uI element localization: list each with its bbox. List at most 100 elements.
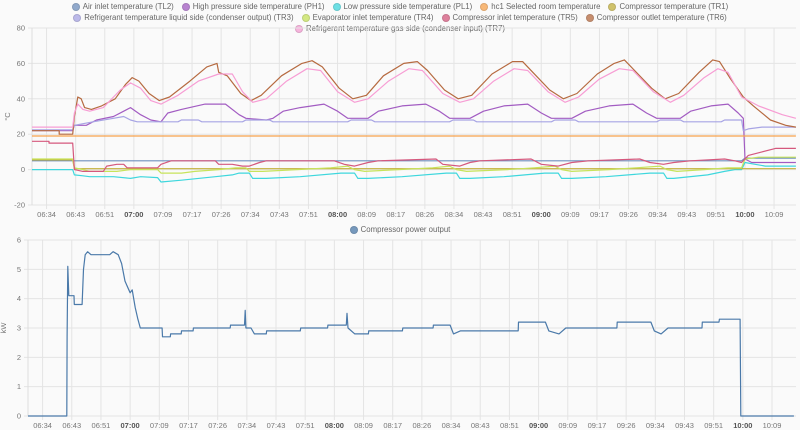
x-tick-label: 10:09 <box>763 421 782 430</box>
x-tick-label: 09:34 <box>648 210 667 219</box>
legend-item-refrigerant-temperature-liquid-side-condenser-output-tr3[interactable]: Refrigerant temperature liquid side (con… <box>73 13 294 23</box>
x-tick-label: 08:09 <box>354 421 373 430</box>
x-tick-label: 06:43 <box>66 210 85 219</box>
series-line-evaporator-inlet-temperature-tr4[interactable] <box>32 156 796 174</box>
x-tick-label: 09:17 <box>590 210 609 219</box>
series-line-compressor-power-output[interactable] <box>28 251 794 417</box>
y-tick-label: 60 <box>17 59 25 68</box>
legend-top-row-1: Air inlet temperature (TL2) High pressure… <box>0 2 800 12</box>
legend-label: hc1 Selected room temperature <box>491 2 601 11</box>
legend-item-compressor-inlet-temperature-tr5[interactable]: Compressor inlet temperature (TR5) <box>441 13 578 23</box>
y-tick-label: 6 <box>17 236 21 245</box>
legend-label: Compressor temperature (TR1) <box>619 2 729 11</box>
legend-dot-icon <box>349 226 358 234</box>
x-tick-label: 09:09 <box>561 210 580 219</box>
x-tick-label: 09:26 <box>619 210 638 219</box>
series-line-high-pressure-side-temperature-ph1[interactable] <box>32 103 796 164</box>
legend-dot-icon <box>295 25 304 33</box>
legend-bottom: Compressor power output <box>0 225 800 235</box>
y-tick-label: 40 <box>17 94 25 103</box>
legend-item-evaporator-inlet-temperature-tr4[interactable]: Evaporator inlet temperature (TR4) <box>301 13 434 23</box>
x-tick-label: 07:09 <box>154 210 173 219</box>
y-tick-label: -20 <box>14 201 25 210</box>
x-tick-label: 09:17 <box>588 421 607 430</box>
legend-item-compressor-temperature-tr1[interactable]: Compressor temperature (TR1) <box>608 2 728 12</box>
x-tick-label: 09:51 <box>706 210 725 219</box>
legend-item-hc1-selected-room-temperature[interactable]: hc1 Selected room temperature <box>480 2 600 12</box>
legend-dot-icon <box>301 14 310 22</box>
x-tick-label: 09:26 <box>617 421 636 430</box>
x-tick-label: 07:17 <box>179 421 198 430</box>
x-tick-label: 08:51 <box>503 210 522 219</box>
x-tick-label: 06:51 <box>95 210 114 219</box>
y-tick-label: 0 <box>21 165 25 174</box>
y-tick-label: 80 <box>17 24 25 33</box>
y-axis-label: °C <box>3 112 12 121</box>
legend-dot-icon <box>608 3 617 11</box>
legend-item-compressor-outlet-temperature-tr6[interactable]: Compressor outlet temperature (TR6) <box>585 13 727 23</box>
x-tick-label: 08:43 <box>471 421 490 430</box>
legend-item-compressor-power-output[interactable]: Compressor power output <box>349 225 451 235</box>
x-tick-label: 07:51 <box>296 421 315 430</box>
x-tick-label: 06:34 <box>37 210 56 219</box>
x-tick-label: 08:51 <box>500 421 519 430</box>
legend-label: Air inlet temperature (TL2) <box>82 2 174 11</box>
x-tick-label: 09:00 <box>529 421 548 430</box>
legend-item-low-pressure-side-temperature-pl1[interactable]: Low pressure side temperature (PL1) <box>332 2 473 12</box>
x-tick-label: 09:09 <box>558 421 577 430</box>
x-tick-label: 08:09 <box>357 210 376 219</box>
series-line-refrigerant-temperature-gas-side-condenser-input-tr7[interactable] <box>32 68 797 128</box>
x-tick-label: 07:00 <box>124 210 143 219</box>
temperature-chart: 80 60 40 20 0 -20 °C 06:34 06:43 06:51 07:00 07:09 0… <box>3 24 797 219</box>
x-tick-label: 06:43 <box>62 421 81 430</box>
legend-dot-icon <box>480 3 489 11</box>
x-tick-label: 07:17 <box>183 210 202 219</box>
x-tick-label: 08:34 <box>442 421 461 430</box>
x-tick-label: 06:34 <box>33 421 52 430</box>
legend-dot-icon <box>585 14 594 22</box>
legend-dot-icon <box>441 14 450 22</box>
x-tick-label: 07:00 <box>121 421 140 430</box>
legend-label: Evaporator inlet temperature (TR4) <box>312 13 434 22</box>
series-line-refrigerant-temperature-liquid-side-condenser-output-tr3[interactable] <box>32 115 796 132</box>
x-tick-label: 08:43 <box>474 210 493 219</box>
legend-dot-icon <box>73 14 82 22</box>
y-tick-label: 0 <box>17 412 21 421</box>
legend-label: Compressor inlet temperature (TR5) <box>452 13 578 22</box>
y-tick-label: 5 <box>17 265 21 274</box>
x-tick-label: 07:34 <box>237 421 256 430</box>
x-tick-label: 09:00 <box>532 210 551 219</box>
y-tick-label: 2 <box>17 353 21 362</box>
x-tick-label: 07:26 <box>212 210 231 219</box>
x-tick-label: 07:34 <box>241 210 260 219</box>
legend-label: Low pressure side temperature (PL1) <box>343 2 473 11</box>
x-tick-label: 08:00 <box>325 421 344 430</box>
x-tick-label: 06:51 <box>92 421 111 430</box>
legend-item-high-pressure-side-temperature-ph1[interactable]: High pressure side temperature (PH1) <box>181 2 325 12</box>
x-tick-label: 08:26 <box>415 210 434 219</box>
x-tick-label: 07:43 <box>267 421 286 430</box>
legend-dot-icon <box>181 3 190 11</box>
series-line-compressor-inlet-temperature-tr5[interactable] <box>32 140 796 172</box>
x-tick-label: 07:43 <box>270 210 289 219</box>
y-tick-label: 20 <box>17 130 25 139</box>
legend-dot-icon <box>332 3 341 11</box>
legend-label: Compressor outlet temperature (TR6) <box>596 13 727 22</box>
x-tick-label: 09:43 <box>677 210 696 219</box>
x-tick-label: 08:34 <box>445 210 464 219</box>
x-tick-label: 08:26 <box>413 421 432 430</box>
y-tick-label: 3 <box>17 324 21 333</box>
legend-label: High pressure side temperature (PH1) <box>192 2 325 11</box>
y-axis-label: kW <box>0 322 8 334</box>
y-tick-label: 4 <box>17 294 21 303</box>
y-tick-label: 1 <box>17 382 21 391</box>
x-tick-label: 10:00 <box>735 210 754 219</box>
legend-dot-icon <box>71 3 80 11</box>
legend-label: Compressor power output <box>360 225 451 234</box>
legend-item-air-inlet-temperature-tl2[interactable]: Air inlet temperature (TL2) <box>71 2 174 12</box>
x-tick-label: 08:17 <box>386 210 405 219</box>
series-line-low-pressure-side-temperature-pl1[interactable] <box>32 161 796 183</box>
x-tick-label: 07:26 <box>208 421 227 430</box>
x-tick-label: 09:34 <box>646 421 665 430</box>
